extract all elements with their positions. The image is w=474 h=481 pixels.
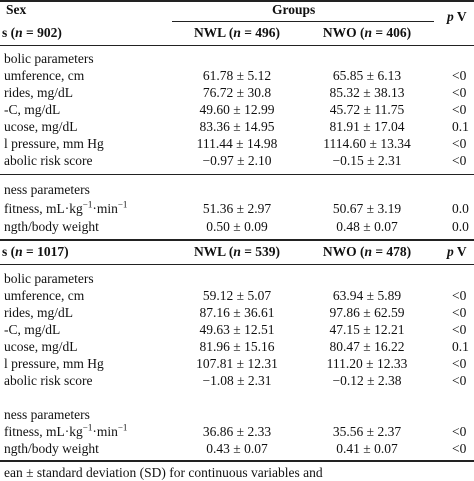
section1-group-divider bbox=[0, 174, 474, 175]
section1-nwo-header: NWO (n = 406) bbox=[322, 25, 412, 40]
table-cell-p: <0 bbox=[452, 102, 467, 117]
table-row-label: fitness, mL·kg−1·min−1 bbox=[4, 199, 128, 216]
table-cell-p: 0.1 bbox=[452, 339, 469, 354]
table-row-label: -C, mg/dL bbox=[4, 102, 61, 117]
table-cell-p: 0.0 bbox=[452, 201, 469, 216]
table-row-label: l pressure, mm Hg bbox=[4, 136, 104, 151]
table-cell-p: 0.0 bbox=[452, 219, 469, 234]
section1-header-rule bbox=[0, 45, 474, 46]
table-cell-nwo: 65.85 ± 6.13 bbox=[332, 68, 402, 83]
table-row-label: umference, cm bbox=[4, 68, 85, 83]
table-cell-nwo: −0.15 ± 2.31 bbox=[332, 153, 402, 168]
table-cell-nwo: 97.86 ± 62.59 bbox=[329, 305, 405, 320]
table-cell-nwo: 47.15 ± 12.21 bbox=[329, 322, 405, 337]
sex-header: Sex bbox=[6, 2, 27, 17]
table-cell-p: <0 bbox=[452, 288, 467, 303]
table-cell-nwo: 0.48 ± 0.07 bbox=[336, 219, 398, 234]
top-rule bbox=[0, 0, 474, 2]
table-cell-nwo: 0.41 ± 0.07 bbox=[336, 441, 398, 456]
table-cell-p: 0.1 bbox=[452, 119, 469, 134]
table-cell-nwo: 85.32 ± 38.13 bbox=[329, 85, 405, 100]
table-cell-p: <0 bbox=[452, 322, 467, 337]
section1-group1-title: bolic parameters bbox=[4, 51, 94, 66]
table-cell-nwl: −0.97 ± 2.10 bbox=[202, 153, 272, 168]
table-cell-nwo: 45.72 ± 11.75 bbox=[329, 102, 405, 117]
table-cell-p: <0 bbox=[452, 356, 467, 371]
table-row-label: ucose, mg/dL bbox=[4, 119, 78, 134]
table-row-label: l pressure, mm Hg bbox=[4, 356, 104, 371]
table-cell-p: <0 bbox=[452, 305, 467, 320]
table-row-label: rides, mg/dL bbox=[4, 85, 73, 100]
table-cell-nwl: 83.36 ± 14.95 bbox=[199, 119, 275, 134]
section1-group2-title: ness parameters bbox=[4, 182, 90, 197]
table-row-label: abolic risk score bbox=[4, 373, 93, 388]
table-cell-nwl: 59.12 ± 5.07 bbox=[202, 288, 272, 303]
table-cell-nwo: 63.94 ± 5.89 bbox=[332, 288, 402, 303]
table-cell-nwo: 111.20 ± 12.33 bbox=[326, 356, 408, 371]
section1-n-label: s (n = 902) bbox=[2, 25, 62, 40]
table-cell-p: <0 bbox=[452, 441, 467, 456]
table-cell-nwl: 61.78 ± 5.12 bbox=[202, 68, 272, 83]
table-cell-p: <0 bbox=[452, 68, 467, 83]
table-row-label: ngth/body weight bbox=[4, 219, 99, 234]
table-row-label: ucose, mg/dL bbox=[4, 339, 78, 354]
table-cell-nwl: 111.44 ± 14.98 bbox=[196, 136, 278, 151]
table-footnote: ean ± standard deviation (SD) for contin… bbox=[4, 465, 323, 480]
table-row-label: -C, mg/dL bbox=[4, 322, 61, 337]
table-row-label: umference, cm bbox=[4, 288, 85, 303]
section2-header-rule bbox=[0, 264, 474, 265]
table-cell-nwl: 81.96 ± 15.16 bbox=[199, 339, 275, 354]
section-separator-rule bbox=[0, 239, 474, 241]
table-cell-nwl: 49.60 ± 12.99 bbox=[199, 102, 275, 117]
table-cell-nwl: 49.63 ± 12.51 bbox=[199, 322, 275, 337]
p-value-header: p V bbox=[447, 9, 467, 24]
table-row-label: fitness, mL·kg−1·min−1 bbox=[4, 422, 128, 439]
groups-underline bbox=[172, 21, 434, 22]
table-cell-p: <0 bbox=[452, 373, 467, 388]
section2-n-label: s (n = 1017) bbox=[2, 244, 69, 259]
bottom-rule bbox=[0, 460, 474, 462]
table-cell-p: <0 bbox=[452, 424, 467, 439]
groups-header: Groups bbox=[272, 2, 316, 17]
table-cell-nwo: 1114.60 ± 13.34 bbox=[323, 136, 411, 151]
section2-group2-title: ness parameters bbox=[4, 407, 90, 422]
table-cell-nwo: −0.12 ± 2.38 bbox=[332, 373, 402, 388]
section2-group1-title: bolic parameters bbox=[4, 271, 94, 286]
table-cell-nwl: 76.72 ± 30.8 bbox=[202, 85, 272, 100]
table-cell-nwl: 51.36 ± 2.97 bbox=[202, 201, 272, 216]
table-cell-nwl: 36.86 ± 2.33 bbox=[202, 424, 272, 439]
table-cell-nwo: 80.47 ± 16.22 bbox=[329, 339, 405, 354]
table-cell-p: <0 bbox=[452, 153, 467, 168]
table-cell-nwo: 35.56 ± 2.37 bbox=[332, 424, 402, 439]
table-cell-nwl: 0.50 ± 0.09 bbox=[206, 219, 268, 234]
section2-p-header: p V bbox=[447, 244, 467, 259]
table-cell-nwl: 0.43 ± 0.07 bbox=[206, 441, 268, 456]
table-cell-p: <0 bbox=[452, 136, 467, 151]
table-cell-p: <0 bbox=[452, 85, 467, 100]
table-cell-nwo: 50.67 ± 3.19 bbox=[332, 201, 402, 216]
table-cell-nwl: 107.81 ± 12.31 bbox=[196, 356, 278, 371]
table-cell-nwl: 87.16 ± 36.61 bbox=[199, 305, 275, 320]
section2-nwl-header: NWL (n = 539) bbox=[193, 244, 281, 259]
table-row-label: abolic risk score bbox=[4, 153, 93, 168]
table-row-label: ngth/body weight bbox=[4, 441, 99, 456]
table-row-label: rides, mg/dL bbox=[4, 305, 73, 320]
section1-nwl-header: NWL (n = 496) bbox=[193, 25, 281, 40]
table-cell-nwo: 81.91 ± 17.04 bbox=[329, 119, 405, 134]
section2-nwo-header: NWO (n = 478) bbox=[322, 244, 412, 259]
table-cell-nwl: −1.08 ± 2.31 bbox=[202, 373, 272, 388]
